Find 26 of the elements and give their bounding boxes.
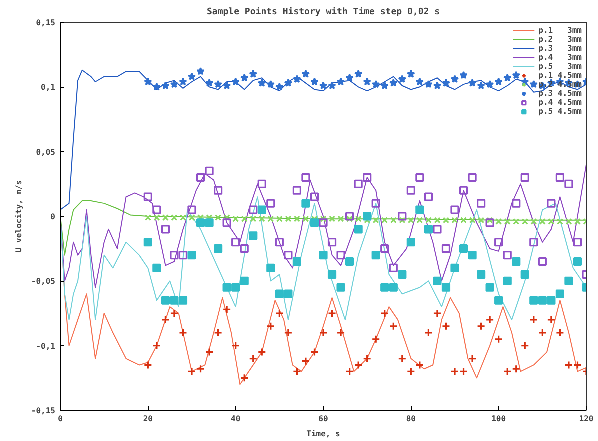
y-tick-label: -0,05 bbox=[31, 277, 56, 286]
y-axis-title: U velocity, m/s bbox=[14, 180, 24, 253]
x-tick-label: 120 bbox=[579, 414, 594, 424]
y-tick-label: 0,1 bbox=[41, 83, 56, 92]
x-axis-title: Time, s bbox=[306, 430, 341, 438]
x-tick-label: 20 bbox=[143, 414, 154, 424]
y-tick-label: 0,15 bbox=[36, 18, 56, 28]
chart-title: Sample Points History with Time step 0,02 s bbox=[207, 6, 440, 18]
y-tick-label: -0,15 bbox=[31, 406, 56, 416]
legend-label: p.4 4.5mm bbox=[538, 98, 582, 107]
x-tick-label: 0 bbox=[58, 414, 64, 424]
legend-label: p.3 3mm bbox=[538, 44, 582, 53]
legend-label: p.5 4.5mm bbox=[538, 107, 582, 116]
x-tick-label: 100 bbox=[492, 414, 506, 424]
legend-label: p.5 3mm bbox=[538, 62, 582, 71]
legend-label: p.1 4.5mm bbox=[538, 71, 582, 80]
legend-label: p.2 3mm bbox=[538, 35, 582, 44]
legend-label: p.3 4.5mm bbox=[538, 89, 582, 98]
legend-label: p.4 3mm bbox=[538, 53, 582, 62]
y-tick-label: 0 bbox=[50, 212, 56, 222]
x-tick-label: 80 bbox=[406, 414, 416, 424]
legend-label: p.1 3mm bbox=[538, 26, 582, 35]
x-tick-label: 40 bbox=[231, 414, 241, 424]
x-tick-label: 60 bbox=[318, 414, 328, 424]
y-tick-label: -0,1 bbox=[36, 342, 56, 351]
y-tick-label: 0,05 bbox=[36, 148, 56, 157]
